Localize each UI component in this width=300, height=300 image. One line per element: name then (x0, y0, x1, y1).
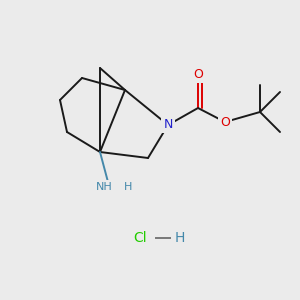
Text: NH: NH (96, 182, 112, 192)
Text: Cl: Cl (133, 231, 147, 245)
Text: H: H (124, 182, 132, 192)
Text: N: N (163, 118, 173, 131)
Text: H: H (175, 231, 185, 245)
Text: O: O (220, 116, 230, 128)
Text: O: O (193, 68, 203, 82)
